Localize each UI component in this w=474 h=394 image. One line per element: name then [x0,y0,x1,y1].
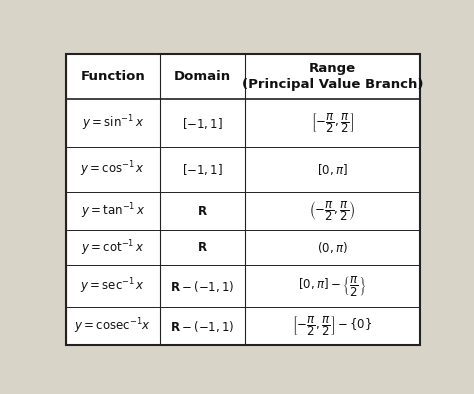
Text: $\left[-\dfrac{\pi}{2},\dfrac{\pi}{2}\right] - \{0\}$: $\left[-\dfrac{\pi}{2},\dfrac{\pi}{2}\ri… [292,314,373,338]
Text: Domain: Domain [173,70,231,83]
Text: $[-1, 1]$: $[-1, 1]$ [182,115,223,130]
Text: $[-1, 1]$: $[-1, 1]$ [182,162,223,177]
Text: $y = \tan^{-1} x$: $y = \tan^{-1} x$ [81,201,145,221]
Text: $\mathbf{R}$: $\mathbf{R}$ [197,205,208,218]
Text: $(0, \pi)$: $(0, \pi)$ [317,240,348,255]
Text: $\mathbf{R} - (-1, 1)$: $\mathbf{R} - (-1, 1)$ [170,279,235,294]
Text: $\left[-\dfrac{\pi}{2},\dfrac{\pi}{2}\right]$: $\left[-\dfrac{\pi}{2},\dfrac{\pi}{2}\ri… [311,111,354,135]
Text: Range
(Principal Value Branch): Range (Principal Value Branch) [242,62,423,91]
Text: $\mathbf{R}$: $\mathbf{R}$ [197,242,208,255]
Text: $\mathbf{R} - (-1, 1)$: $\mathbf{R} - (-1, 1)$ [170,319,235,334]
Text: $[0, \pi]$: $[0, \pi]$ [317,162,348,177]
Text: $y = \cos^{-1} x$: $y = \cos^{-1} x$ [80,160,146,179]
Text: $y = \cot^{-1} x$: $y = \cot^{-1} x$ [81,238,145,258]
Text: Function: Function [81,70,145,83]
Text: $[0, \pi] - \left\{\dfrac{\pi}{2}\right\}$: $[0, \pi] - \left\{\dfrac{\pi}{2}\right\… [298,274,366,298]
Text: $y = \mathrm{cosec}^{-1} x$: $y = \mathrm{cosec}^{-1} x$ [74,316,151,336]
Text: $\left(-\dfrac{\pi}{2},\dfrac{\pi}{2}\right)$: $\left(-\dfrac{\pi}{2},\dfrac{\pi}{2}\ri… [309,199,356,223]
Text: $y = \sin^{-1} x$: $y = \sin^{-1} x$ [82,113,144,133]
Text: $y = \sec^{-1} x$: $y = \sec^{-1} x$ [80,276,146,296]
